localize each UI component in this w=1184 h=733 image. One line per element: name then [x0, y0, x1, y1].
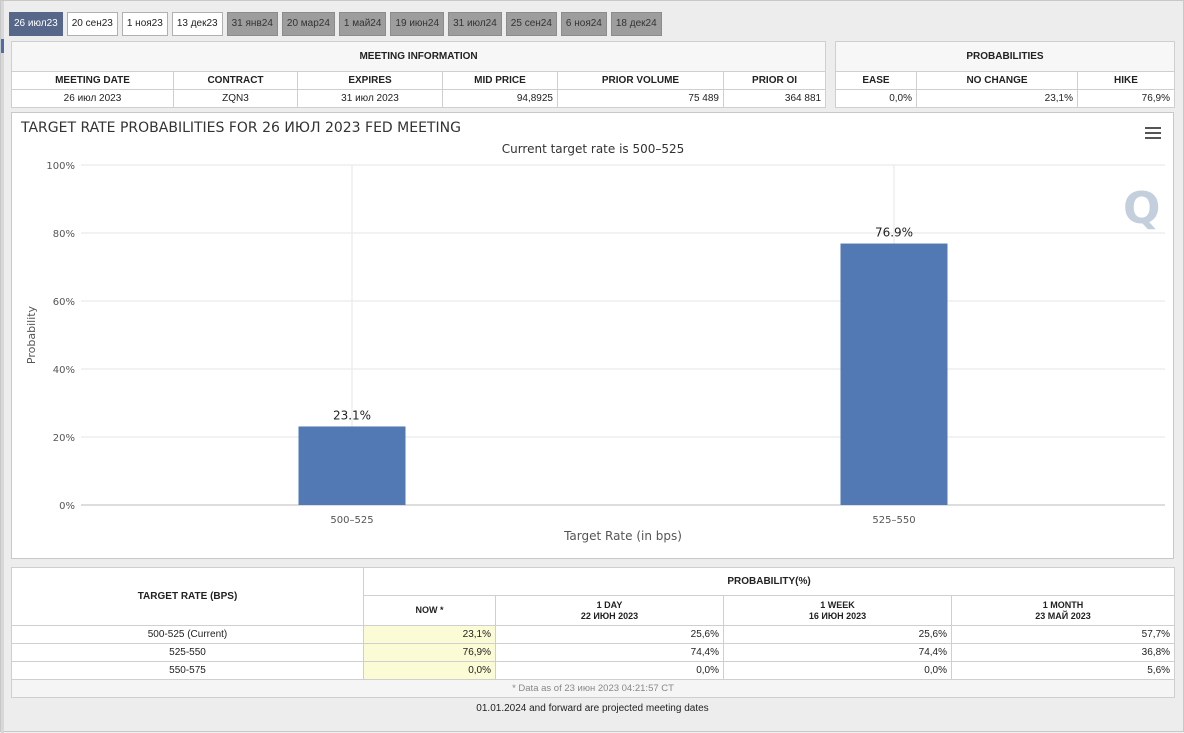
- 1-day-value: 0,0%: [495, 661, 724, 680]
- mid-price-value: 94,8925: [442, 89, 558, 108]
- probability-history-table: TARGET RATE (BPS) PROBABILITY(%) NOW * 1…: [10, 567, 1176, 698]
- probabilities-table: PROBABILITIES EASE NO CHANGE HIKE 0,0% 2…: [835, 41, 1175, 108]
- y-tick-label: 20%: [53, 433, 75, 444]
- tab-meeting-3[interactable]: 13 дек23: [171, 12, 223, 36]
- meeting-information-table: MEETING INFORMATION MEETING DATE CONTRAC…: [10, 41, 827, 108]
- header-no-change: NO CHANGE: [916, 71, 1078, 90]
- prior-volume-value: 75 489: [557, 89, 724, 108]
- 1-day-value: 25,6%: [495, 625, 724, 644]
- bar: [298, 426, 406, 505]
- y-tick-label: 40%: [53, 365, 75, 376]
- x-tick-label: 525–550: [872, 515, 915, 526]
- y-tick-label: 60%: [53, 297, 75, 308]
- tab-meeting-9[interactable]: 25 сен24: [505, 12, 557, 36]
- bar: [840, 243, 948, 506]
- header-contract: CONTRACT: [173, 71, 298, 90]
- probability-bar-chart: TARGET RATE PROBABILITIES FOR 26 ИЮЛ 202…: [20, 120, 1165, 543]
- header-meeting-date: MEETING DATE: [11, 71, 174, 90]
- y-tick-label: 0%: [59, 501, 75, 512]
- chart-panel: TARGET RATE PROBABILITIES FOR 26 ИЮЛ 202…: [11, 112, 1174, 559]
- header-hike: HIKE: [1077, 71, 1175, 90]
- no-change-value: 23,1%: [916, 89, 1078, 108]
- meeting-information-title: MEETING INFORMATION: [10, 41, 827, 72]
- meeting-date-tabs: 26 июл23 20 сен23 1 ноя23 13 дек23 31 ян…: [9, 12, 662, 36]
- header-probability: PROBABILITY(%): [362, 567, 1176, 596]
- table-row: 500-525 (Current) 23,1% 25,6% 25,6% 57,7…: [11, 625, 1176, 644]
- probabilities-title: PROBABILITIES: [835, 41, 1175, 72]
- x-tick-label: 500–525: [330, 515, 373, 526]
- rate-label: 500-525 (Current): [11, 625, 364, 644]
- left-strip: [1, 1, 4, 733]
- data-as-of-footnote: * Data as of 23 июн 2023 04:21:57 CT: [10, 679, 1176, 698]
- prior-oi-value: 364 881: [722, 89, 827, 108]
- tab-meeting-7[interactable]: 19 июн24: [390, 12, 445, 36]
- data-label: 23.1%: [333, 408, 371, 422]
- y-axis-label: Probability: [25, 305, 38, 364]
- tab-meeting-6[interactable]: 1 май24: [338, 12, 387, 36]
- header-now: NOW *: [363, 595, 496, 626]
- 1-day-value: 74,4%: [495, 643, 724, 662]
- header-1-month: 1 MONTH 23 МАЙ 2023: [950, 595, 1176, 626]
- 1-month-value: 36,8%: [950, 643, 1176, 662]
- 1-week-value: 74,4%: [723, 643, 952, 662]
- tab-meeting-1[interactable]: 20 сен23: [66, 12, 118, 36]
- table-row: 550-575 0,0% 0,0% 0,0% 5,6%: [11, 661, 1176, 680]
- chart-title: TARGET RATE PROBABILITIES FOR 26 ИЮЛ 202…: [20, 120, 461, 136]
- 1-week-value: 25,6%: [723, 625, 952, 644]
- tab-meeting-2[interactable]: 1 ноя23: [121, 12, 168, 36]
- header-target-rate: TARGET RATE (BPS): [11, 567, 364, 626]
- ease-value: 0,0%: [835, 89, 917, 108]
- header-prior-oi: PRIOR OI: [722, 71, 827, 90]
- 1-month-value: 57,7%: [950, 625, 1176, 644]
- rate-label: 550-575: [11, 661, 364, 680]
- header-1-week: 1 WEEK 16 ИЮН 2023: [723, 595, 952, 626]
- tab-meeting-8[interactable]: 31 июл24: [448, 12, 502, 36]
- header-expires: EXPIRES: [297, 71, 443, 90]
- table-row: 525-550 76,9% 74,4% 74,4% 36,8%: [11, 643, 1176, 662]
- 1-month-value: 5,6%: [950, 661, 1176, 680]
- now-value: 76,9%: [363, 643, 496, 662]
- expires-value: 31 июл 2023: [297, 89, 443, 108]
- meeting-date-value: 26 июл 2023: [11, 89, 174, 108]
- hike-value: 76,9%: [1077, 89, 1175, 108]
- tab-meeting-11[interactable]: 18 дек24: [610, 12, 662, 36]
- x-axis-label: Target Rate (in bps): [563, 529, 682, 543]
- tab-meeting-4[interactable]: 31 янв24: [226, 12, 278, 36]
- tab-meeting-10[interactable]: 6 ноя24: [560, 12, 607, 36]
- contract-value: ZQN3: [173, 89, 298, 108]
- hamburger-menu-icon[interactable]: [1145, 127, 1161, 139]
- rate-label: 525-550: [11, 643, 364, 662]
- tab-meeting-0[interactable]: 26 июл23: [9, 12, 63, 36]
- left-strip-marker: [1, 39, 4, 53]
- data-label: 76.9%: [875, 226, 913, 240]
- tab-meeting-5[interactable]: 20 мар24: [281, 12, 335, 36]
- now-value: 0,0%: [363, 661, 496, 680]
- projected-dates-note: 01.01.2024 and forward are projected mee…: [476, 703, 709, 714]
- y-tick-label: 100%: [46, 161, 75, 172]
- chart-subtitle: Current target rate is 500–525: [502, 142, 685, 156]
- watermark-logo: Q: [1123, 183, 1160, 234]
- now-value: 23,1%: [363, 625, 496, 644]
- header-1-day: 1 DAY 22 ИЮН 2023: [495, 595, 724, 626]
- y-tick-label: 80%: [53, 229, 75, 240]
- header-prior-volume: PRIOR VOLUME: [557, 71, 724, 90]
- header-mid-price: MID PRICE: [442, 71, 558, 90]
- header-ease: EASE: [835, 71, 917, 90]
- 1-week-value: 0,0%: [723, 661, 952, 680]
